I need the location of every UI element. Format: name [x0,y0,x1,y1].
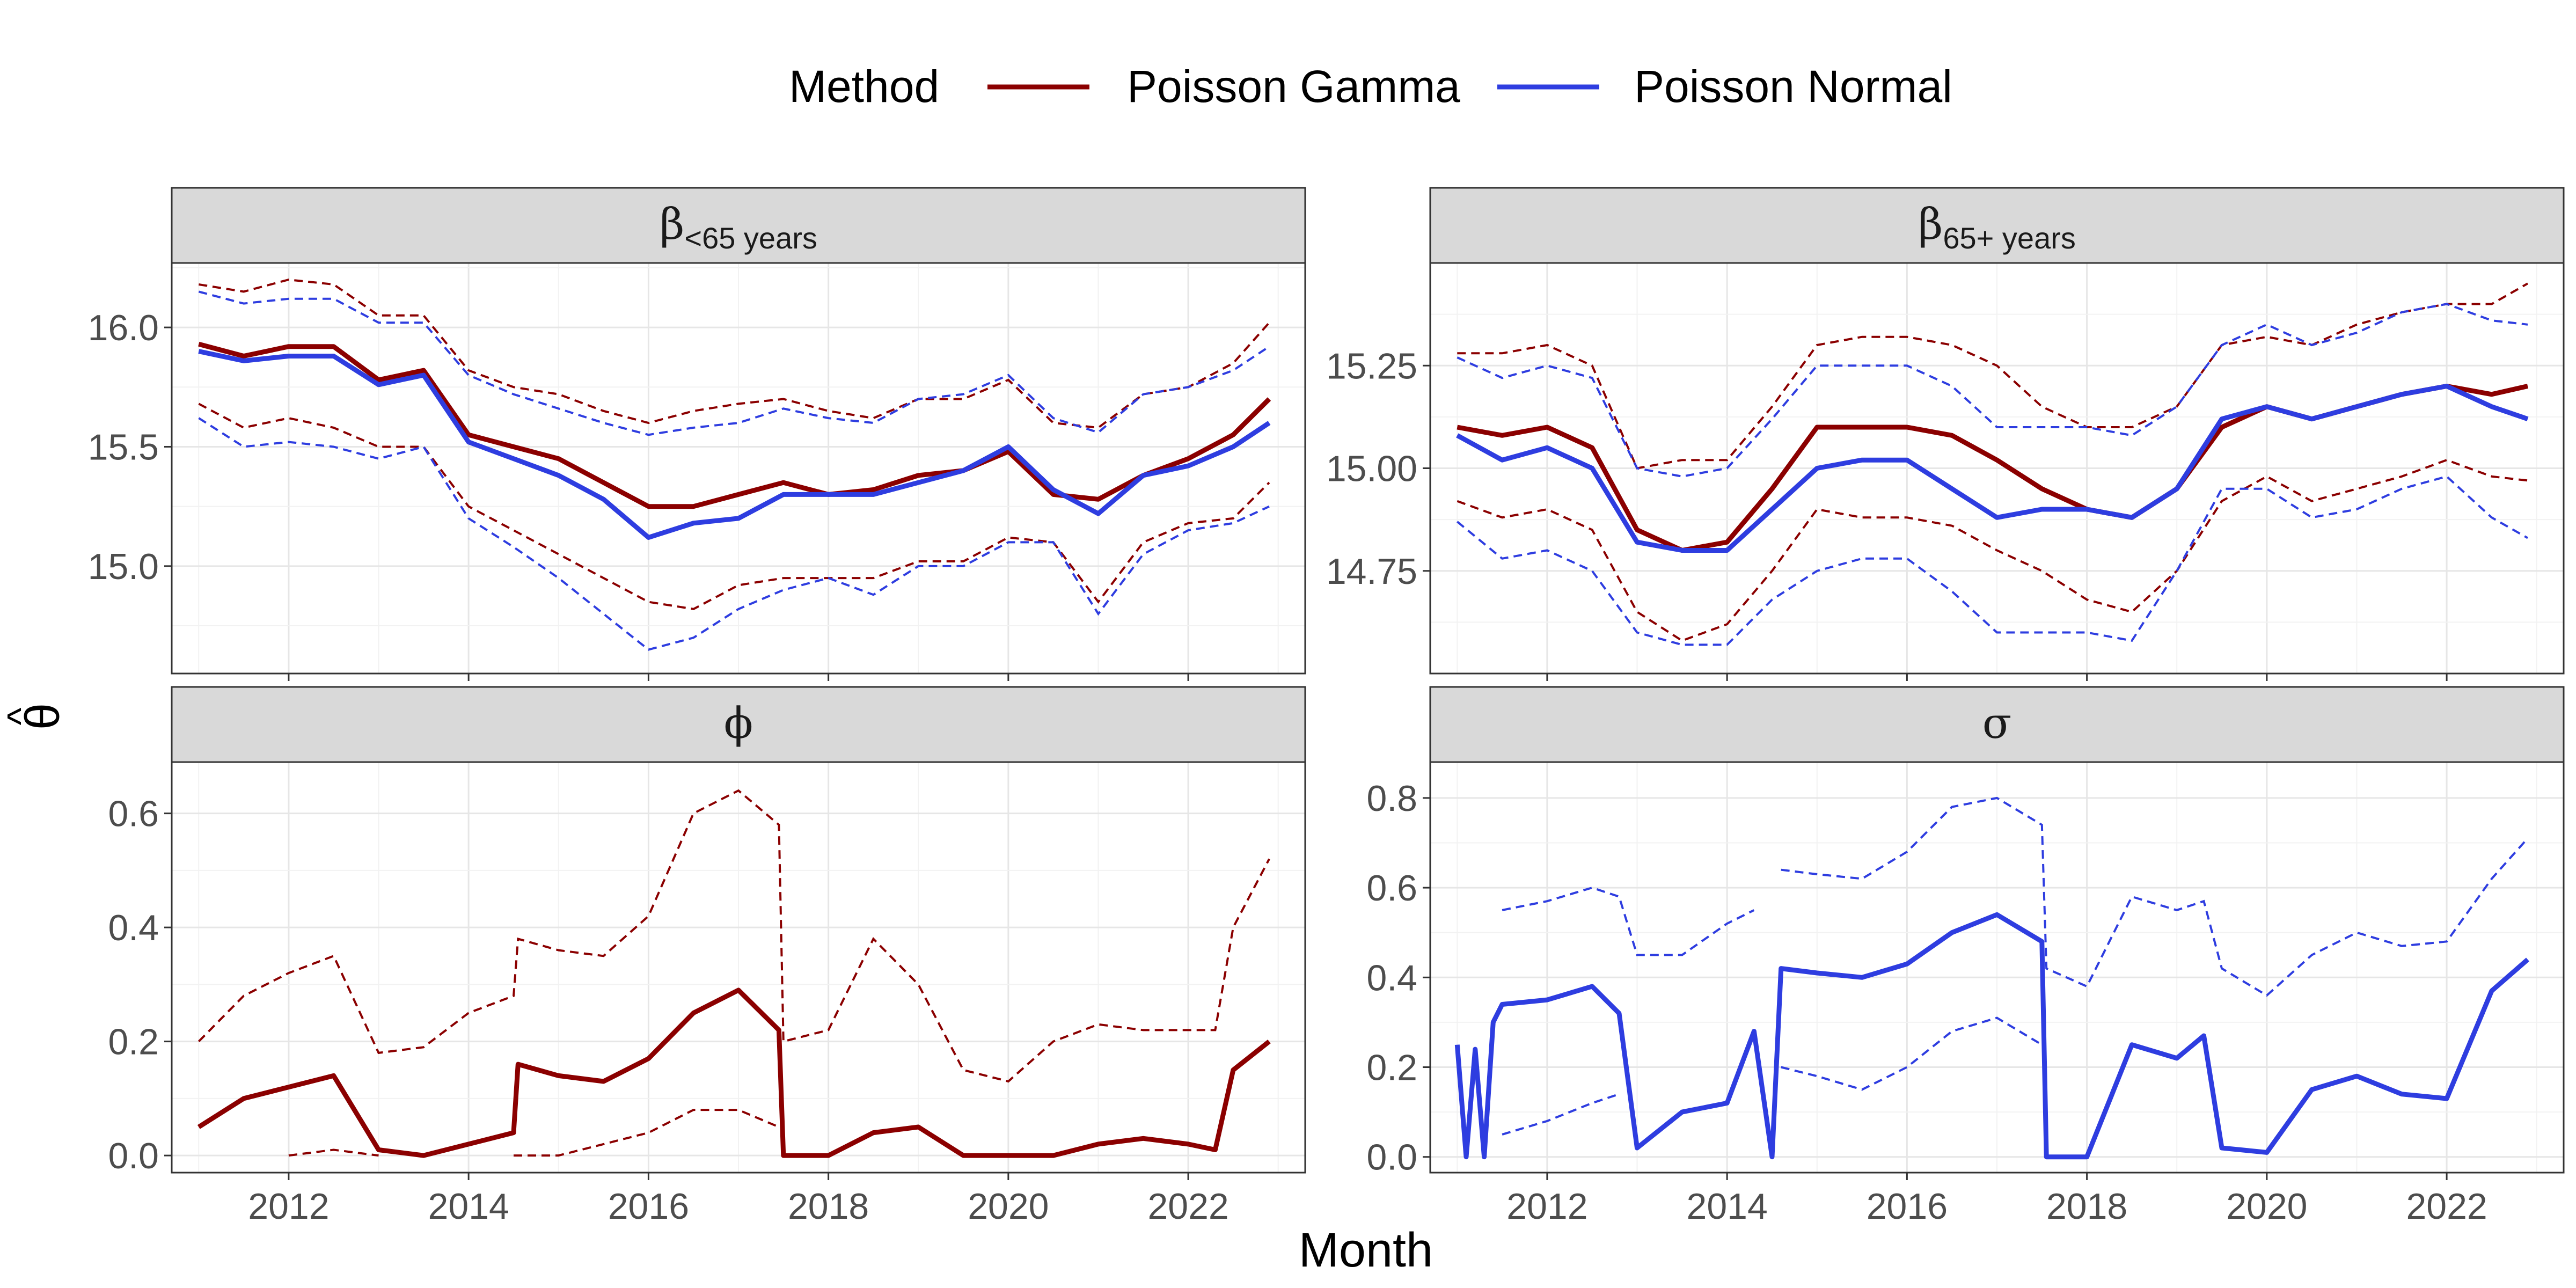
series-line-poisson-gamma [197,987,1271,1158]
panel-border [1429,761,2565,1174]
facet-strip [1429,187,2565,264]
y-tick-label: 0.4 [108,908,159,948]
y-axis-title-hat: ^ [0,707,41,725]
y-tick-label: 0.6 [1366,868,1417,909]
facet-strip-symbol: β [660,199,684,249]
facet-strip [1429,686,2565,763]
x-tick-label: 2016 [1867,1186,1948,1227]
series-upper-poisson-normal [198,290,1270,436]
y-tick-label: 16.0 [88,308,159,348]
x-tick-label: 2012 [248,1186,329,1227]
facet-strip-symbol: ϕ [724,698,753,748]
panel-3: σ 0.0 0.2 0.4 0.6 0.8 2012 2014 2016 2018 2020 2022 [1366,686,2565,1227]
x-tick-label: 2020 [2226,1186,2307,1227]
x-tick-label: 2018 [2046,1186,2127,1227]
panel-0: β<65 years 15.0 15.5 16.0 [88,187,1306,681]
series-upper-poisson-gamma [197,789,1270,1083]
x-axis-title: Month [1299,1224,1433,1277]
y-tick-label: 15.25 [1326,346,1417,386]
series-lower-poisson-normal [1457,475,2528,646]
facet-strip-subscript: <65 years [684,221,817,255]
series-line-poisson-gamma [198,341,1271,509]
legend-label-poisson-gamma: Poisson Gamma [1127,61,1460,112]
series-lower-poisson-gamma [198,402,1270,610]
facet-strip-symbol: σ [1982,698,2012,748]
facet-strip-label: β<65 years [660,199,817,255]
x-tick-label: 2022 [1147,1186,1228,1227]
y-axis-title: θ ^ [0,703,70,730]
panel-2: ϕ 0.0 0.2 0.4 0.6 2012 2014 2016 2018 2020 2022 [108,686,1306,1227]
legend: Method Poisson Gamma Poisson Normal [789,61,1952,112]
facet-strip-label: ϕ [724,698,753,748]
legend-title: Method [789,61,939,112]
series-line-poisson-normal [1456,384,2529,553]
x-tick-label: 2014 [428,1186,509,1227]
panel-1: β65+ years 14.75 15.00 15.25 [1326,187,2565,681]
series-upper-poisson-gamma [198,279,1270,429]
y-tick-label: 0.8 [1366,778,1417,819]
y-tick-label: 15.00 [1326,449,1417,489]
x-tick-label: 2020 [968,1186,1049,1227]
series-lower-poisson-gamma [1457,459,2528,642]
series-lower-poisson-normal [198,417,1270,651]
y-tick-label: 0.0 [1366,1137,1417,1178]
x-tick-label: 2022 [2406,1186,2487,1227]
y-tick-label: 0.6 [108,794,159,835]
series-line-poisson-normal [198,349,1271,540]
y-tick-label: 15.0 [88,546,159,587]
y-axis-title-theta: θ [16,703,70,730]
x-tick-label: 2012 [1506,1186,1587,1227]
y-tick-label: 0.2 [108,1022,159,1063]
x-tick-label: 2018 [788,1186,869,1227]
facet-strip-symbol: β [1918,199,1943,249]
x-tick-label: 2014 [1687,1186,1768,1227]
panel-border [171,761,1306,1174]
facet-strip-label: β65+ years [1918,199,2076,255]
y-tick-label: 0.2 [1366,1048,1417,1088]
y-tick-label: 0.0 [108,1136,159,1176]
y-tick-label: 15.5 [88,427,159,467]
series-upper-poisson-normal [1502,796,2529,997]
series-line-poisson-normal [1454,912,2529,1160]
y-tick-label: 0.4 [1366,957,1417,998]
y-tick-label: 14.75 [1326,551,1417,592]
facet-strip-label: σ [1982,698,2012,748]
panel-border [171,262,1306,675]
facet-strip [171,187,1306,264]
facet-strip-subscript: 65+ years [1943,221,2076,255]
legend-label-poisson-normal: Poisson Normal [1634,61,1952,112]
series-upper-poisson-normal [1457,303,2528,478]
x-tick-label: 2016 [608,1186,689,1227]
